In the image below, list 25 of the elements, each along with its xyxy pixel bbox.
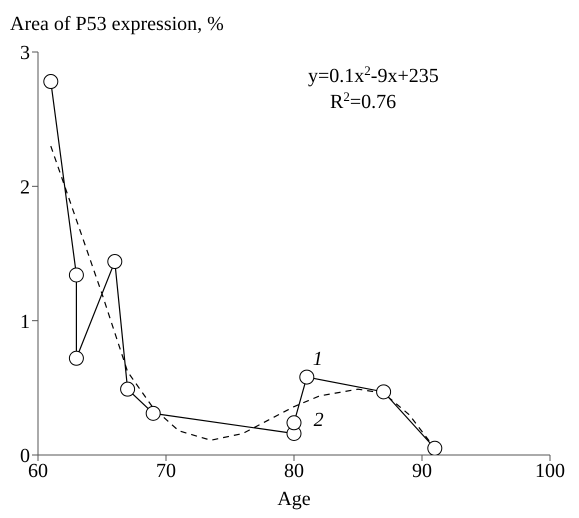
- y-tick-label: 3: [20, 42, 30, 64]
- point: [376, 384, 392, 400]
- x-tick-label: 90: [412, 460, 432, 482]
- x-axis-title: Age: [277, 488, 311, 510]
- annotation: y=0.1x$^{2}$-9x+235: [308, 62, 439, 87]
- series-label: 2: [314, 408, 324, 431]
- x-tick-label: 70: [156, 460, 176, 482]
- point: [68, 267, 84, 282]
- y-tick-label: 1: [20, 310, 30, 333]
- point: [107, 254, 122, 270]
- y-tick-label: 2: [20, 176, 30, 198]
- annotation: R$^{2}$=0.76: [330, 88, 396, 113]
- point: [120, 382, 136, 397]
- series-label: 1: [312, 348, 323, 370]
- x-tick-label: 80: [284, 460, 304, 482]
- point: [286, 415, 302, 430]
- x-tick-label: 100: [535, 460, 565, 482]
- point: [427, 440, 442, 455]
- point: [43, 74, 58, 90]
- y-tick-label: 0: [20, 445, 30, 468]
- point: [299, 370, 314, 385]
- x-tick-label: 60: [28, 460, 48, 482]
- point: [68, 350, 84, 366]
- y-axis-title: Area of P53 expression, %: [10, 13, 224, 35]
- point: [146, 406, 161, 421]
